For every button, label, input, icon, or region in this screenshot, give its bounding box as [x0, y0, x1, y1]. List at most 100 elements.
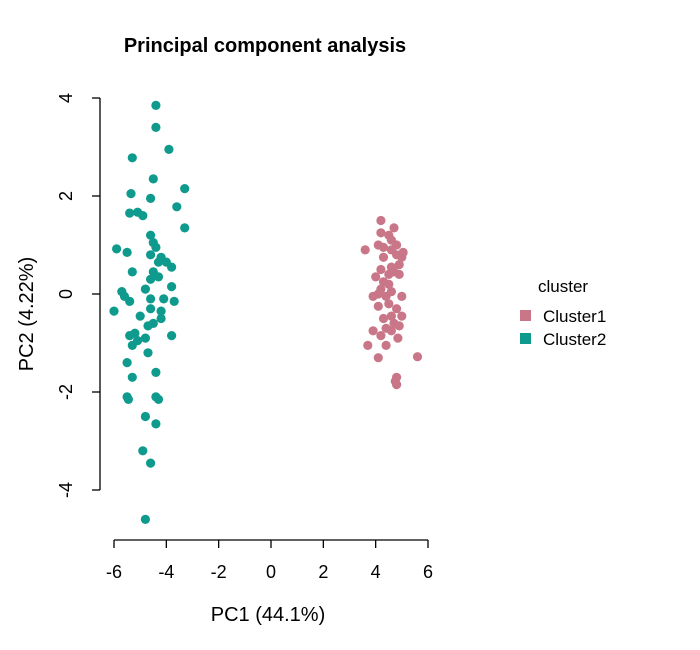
point-cluster1-6: [378, 242, 389, 252]
y-tick-label-2: 0: [56, 289, 76, 299]
point-cluster1-27: [381, 291, 391, 301]
point-cluster1-39: [386, 326, 396, 336]
point-cluster1-32: [386, 311, 396, 321]
x-tick-label-4: 2: [318, 562, 328, 582]
point-cluster2-54: [123, 394, 133, 404]
point-cluster2-49: [122, 358, 132, 368]
legend-entries: Cluster1 Cluster2: [520, 307, 606, 349]
x-axis: -6 -4 -2 0 2 4 6: [106, 539, 433, 582]
point-cluster2-7: [146, 193, 156, 203]
point-cluster1-33: [378, 313, 389, 324]
x-tick-label-5: 4: [371, 562, 381, 582]
x-tick-label-2: -2: [211, 562, 227, 582]
y-axis: -4 -2 0 2 4: [56, 93, 101, 498]
point-cluster1-16: [376, 264, 386, 275]
point-cluster1-26: [368, 291, 378, 301]
point-cluster1-42: [363, 340, 373, 350]
point-cluster1-44: [373, 353, 383, 363]
point-cluster1-36: [394, 321, 404, 331]
point-cluster2-8: [172, 202, 182, 212]
legend-label-cluster2: Cluster2: [543, 330, 606, 349]
point-cluster2-58: [138, 446, 148, 456]
point-cluster2-20: [153, 257, 164, 267]
point-cluster1-8: [360, 245, 370, 255]
point-cluster1-37: [368, 326, 378, 336]
point-cluster1-30: [384, 299, 394, 309]
point-cluster1-20: [394, 269, 404, 279]
y-tick-label-3: 2: [56, 191, 76, 201]
point-cluster2-17: [122, 247, 132, 257]
x-tick-label-0: -6: [106, 562, 122, 582]
point-cluster2-59: [146, 458, 156, 468]
point-cluster1-43: [381, 340, 391, 350]
legend-label-cluster1: Cluster1: [543, 307, 606, 326]
point-cluster2-26: [146, 274, 156, 284]
point-cluster1-40: [376, 331, 386, 341]
point-cluster1-41: [393, 333, 403, 343]
point-cluster2-22: [167, 262, 177, 272]
point-cluster2-6: [126, 189, 136, 199]
point-cluster2-2: [164, 144, 174, 154]
point-cluster2-39: [135, 311, 145, 321]
point-cluster2-3: [127, 153, 137, 163]
point-cluster2-34: [169, 296, 179, 306]
point-cluster2-44: [167, 331, 177, 341]
point-cluster2-41: [143, 321, 153, 331]
point-cluster2-56: [140, 411, 150, 422]
point-cluster1-1: [389, 223, 399, 233]
point-cluster2-16: [112, 244, 122, 254]
x-tick-label-3: 0: [266, 562, 276, 582]
points-layer: [109, 100, 423, 525]
y-axis-title: PC2 (4.22%): [16, 257, 38, 372]
legend-key-cluster1: [520, 310, 531, 321]
point-cluster2-18: [146, 250, 156, 260]
point-cluster2-36: [146, 304, 156, 314]
legend: cluster Cluster1 Cluster2: [520, 277, 606, 349]
y-tick-label-1: -2: [56, 384, 76, 400]
point-cluster2-27: [167, 282, 177, 292]
point-cluster2-24: [127, 267, 137, 277]
point-cluster2-47: [127, 340, 137, 350]
point-cluster2-51: [127, 372, 137, 382]
point-cluster1-45: [412, 352, 423, 362]
x-ticks: -6 -4 -2 0 2 4 6: [106, 540, 433, 582]
point-cluster1-17: [371, 272, 381, 282]
point-cluster2-38: [156, 313, 166, 324]
point-cluster2-4: [148, 174, 158, 184]
series-cluster2: [109, 100, 190, 525]
point-cluster1-22: [384, 279, 394, 289]
point-cluster2-60: [140, 514, 150, 525]
point-cluster1-28: [397, 291, 407, 301]
point-cluster2-15: [151, 242, 161, 252]
point-cluster2-12: [180, 223, 190, 233]
point-cluster1-11: [378, 252, 389, 262]
point-cluster2-50: [151, 367, 161, 377]
point-cluster2-37: [156, 306, 166, 316]
point-cluster2-10: [125, 208, 135, 218]
point-cluster2-48: [143, 348, 153, 358]
point-cluster2-31: [146, 294, 156, 304]
point-cluster2-0: [151, 100, 161, 110]
point-cluster1-14: [394, 260, 404, 270]
point-cluster1-29: [373, 301, 383, 311]
point-cluster2-33: [125, 296, 135, 306]
point-cluster1-13: [397, 252, 407, 262]
point-cluster2-5: [180, 184, 190, 194]
point-cluster2-11: [138, 211, 148, 221]
point-cluster2-43: [125, 331, 135, 341]
point-cluster1-34: [397, 311, 407, 321]
y-tick-label-0: -4: [56, 482, 76, 498]
point-cluster1-2: [376, 228, 386, 238]
legend-title: cluster: [538, 277, 588, 296]
point-cluster2-35: [109, 306, 119, 316]
point-cluster2-45: [140, 333, 150, 343]
legend-key-cluster2: [520, 333, 531, 344]
x-axis-title: PC1 (44.1%): [211, 604, 326, 626]
y-ticks: -4 -2 0 2 4: [56, 93, 100, 498]
point-cluster2-25: [153, 272, 164, 282]
point-cluster1-31: [392, 304, 402, 314]
point-cluster2-32: [159, 294, 169, 304]
series-cluster1: [360, 215, 423, 390]
point-cluster2-28: [140, 284, 150, 294]
